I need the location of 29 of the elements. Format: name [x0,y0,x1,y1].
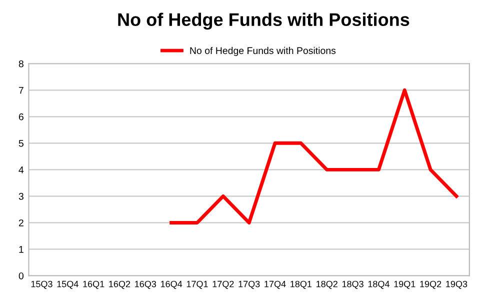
line-series [170,88,458,224]
x-tick-label: 16Q3 [135,280,156,289]
y-tick-label: 0 [18,272,24,280]
y-tick-label: 2 [18,219,24,226]
x-tick-label: 15Q3 [31,280,52,289]
chart-title: No of Hedge Funds with Positions [118,12,410,30]
x-tick-label: 16Q1 [83,280,104,289]
x-tick-label: 18Q1 [290,280,312,289]
legend-label: No of Hedge Funds with Positions [190,46,336,56]
y-tick-label: 7 [18,86,24,94]
x-tick-label: 19Q2 [420,280,442,289]
x-tick-label: 17Q3 [238,280,260,289]
x-tick-label: 16Q2 [109,280,130,289]
y-tick-label: 5 [18,140,24,147]
x-tick-label: 17Q2 [212,280,234,289]
x-tick-label: 19Q3 [446,280,468,289]
x-tick-label: 16Q4 [160,280,182,289]
y-tick-label: 8 [18,60,24,68]
x-tick-label: 18Q2 [316,280,338,289]
y-tick-label: 6 [18,113,24,120]
y-tick-label: 1 [19,246,24,253]
y-tick-label: 3 [18,192,24,200]
x-tick-label: 15Q4 [57,280,78,289]
x-tick-label: 18Q4 [368,280,390,289]
x-tick-label: 17Q1 [186,280,208,289]
x-tick-label: 17Q4 [264,280,286,289]
y-tick-label: 4 [18,166,24,174]
x-tick-label: 19Q1 [394,280,416,289]
x-tick-label: 18Q3 [342,280,364,289]
